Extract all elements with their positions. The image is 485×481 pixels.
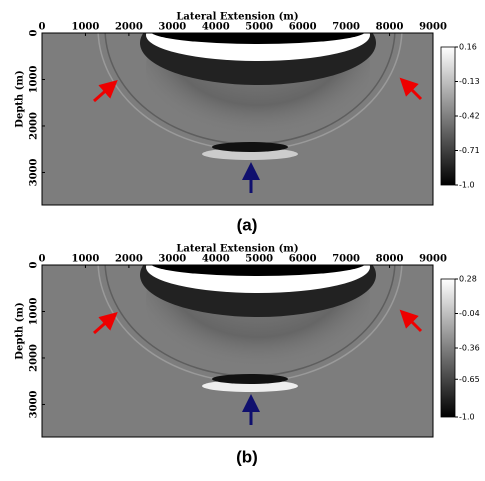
x-tick-label: 2000: [115, 254, 143, 265]
y-tick-label: 1000: [29, 298, 40, 326]
colorbar-tick-label: 0.28: [459, 275, 477, 284]
x-tick-label: 5000: [245, 254, 273, 265]
x-tick-label: 2000: [115, 22, 143, 33]
x-tick-label: 3000: [158, 22, 186, 33]
top-dark: [151, 33, 365, 44]
seismic-image: [42, 265, 433, 437]
x-tick-label: 1000: [72, 22, 100, 33]
y-tick-label: 2000: [29, 344, 40, 372]
colorbar-tick-label: -1.0: [459, 181, 475, 190]
colorbar-tick-label: -0.13: [459, 77, 480, 86]
y-tick-label: 0: [29, 261, 40, 268]
x-tick-label: 1000: [72, 254, 100, 265]
colorbar-tick-label: -0.42: [459, 112, 480, 121]
x-tick-label: 9000: [419, 22, 447, 33]
colorbar: [440, 46, 456, 186]
x-tick-label: 6000: [289, 254, 317, 265]
arrow: [399, 309, 423, 333]
reflector-dark: [212, 142, 288, 152]
x-tick-label: 7000: [332, 22, 360, 33]
frame: [41, 264, 434, 438]
y-tick-label: 3000: [29, 391, 40, 419]
reflector-bright: [202, 148, 298, 160]
x-tick-label: 7000: [332, 254, 360, 265]
reflector-bright: [202, 380, 298, 392]
colorbar-tick-label: -0.71: [459, 146, 480, 155]
y-axis-label: Depth (m): [15, 302, 26, 359]
x-tick-label: 6000: [289, 22, 317, 33]
x-tick-label: 4000: [202, 254, 230, 265]
arrow: [399, 77, 423, 101]
y-tick-label: 3000: [29, 159, 40, 187]
x-tick-label: 5000: [245, 22, 273, 33]
x-tick-label: 9000: [419, 254, 447, 265]
x-tick-label: 0: [39, 22, 46, 33]
colorbar-tick-label: -0.04: [459, 309, 480, 318]
arrow: [93, 312, 118, 335]
caption: (a): [237, 215, 258, 234]
y-axis-label: Depth (m): [15, 70, 26, 127]
y-tick-label: 1000: [29, 66, 40, 94]
x-tick-label: 0: [39, 254, 46, 265]
y-tick-label: 2000: [29, 112, 40, 140]
x-axis-label: Lateral Extension (m): [176, 244, 298, 255]
top-dark: [151, 265, 365, 276]
colorbar-tick-label: 0.16: [459, 43, 477, 52]
x-tick-label: 4000: [202, 22, 230, 33]
x-axis-label: Lateral Extension (m): [176, 12, 298, 23]
x-tick-label: 8000: [376, 22, 404, 33]
x-tick-label: 3000: [158, 254, 186, 265]
caption: (b): [236, 447, 258, 466]
x-tick-label: 8000: [376, 254, 404, 265]
colorbar-tick-label: -0.36: [459, 344, 480, 353]
colorbar-tick-label: -0.65: [459, 375, 480, 384]
y-tick-label: 0: [29, 29, 40, 36]
colorbar-tick-label: -1.0: [459, 413, 475, 422]
frame: [41, 32, 434, 206]
colorbar: [440, 278, 456, 418]
arrow: [93, 80, 118, 103]
reflector-dark: [212, 374, 288, 384]
seismic-image: [42, 33, 433, 205]
